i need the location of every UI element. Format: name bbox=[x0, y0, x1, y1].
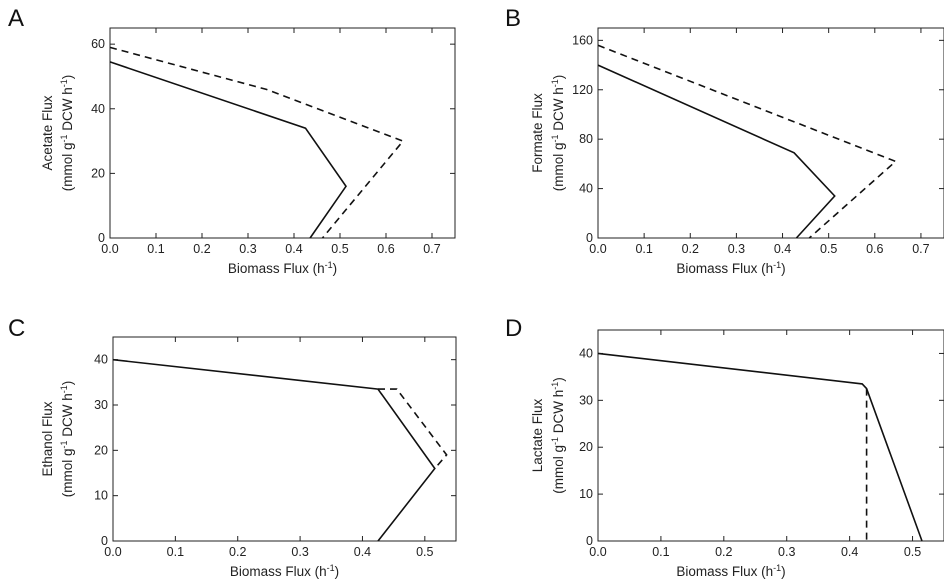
x-tick-label: 0.2 bbox=[682, 242, 699, 256]
plot-frame bbox=[112, 336, 457, 542]
y-tick-label: 0 bbox=[98, 231, 105, 245]
x-tick-label: 0.3 bbox=[291, 545, 308, 559]
x-tick-label: 0.2 bbox=[193, 242, 210, 256]
y-tick-label: 20 bbox=[94, 443, 108, 457]
y-tick-label: 40 bbox=[91, 102, 105, 116]
x-tick-label: 0.7 bbox=[423, 242, 440, 256]
y-tick-label: 40 bbox=[579, 346, 593, 360]
panel-c: C 0.0 0.1 0.2 0.3 0.4 0.5 0 10 20 30 40 Biomass Flux… bbox=[8, 315, 457, 579]
x-tick-label: 0.3 bbox=[778, 545, 795, 559]
x-tick-label: 0.5 bbox=[820, 242, 837, 256]
x-tick-label: 0.2 bbox=[715, 545, 732, 559]
x-tick-label: 0.1 bbox=[167, 545, 184, 559]
y-tick-label: 20 bbox=[91, 166, 105, 180]
plot-frame bbox=[597, 329, 944, 542]
x-tick-label: 0.1 bbox=[652, 545, 669, 559]
x-axis-title: Biomass Flux (h-1) bbox=[676, 260, 785, 276]
x-tick-label: 0.4 bbox=[354, 545, 371, 559]
x-tick-label: 0.0 bbox=[589, 545, 606, 559]
x-tick-label: 0.1 bbox=[147, 242, 164, 256]
x-tick-label: 0.3 bbox=[728, 242, 745, 256]
y-tick-label: 0 bbox=[586, 231, 593, 245]
series-line-dashed bbox=[109, 46, 405, 239]
x-tick-label: 0.0 bbox=[104, 545, 121, 559]
y-axis-units: (mmol g-1 DCW h-1) bbox=[59, 75, 75, 192]
panel-d: D 0.0 0.1 0.2 0.3 0.4 0.5 0 10 20 30 40 Biomass Flux… bbox=[505, 315, 944, 579]
plot-frame bbox=[109, 27, 456, 239]
x-tick-label: 0.3 bbox=[239, 242, 256, 256]
y-tick-label: 160 bbox=[572, 33, 593, 47]
y-tick-label: 120 bbox=[572, 83, 593, 97]
series-line-dashed bbox=[597, 44, 898, 239]
panel-a: A 0.0 0.1 0.2 0.3 0.4 0.5 0.6 0.7 0 20 40 60 Biomass … bbox=[8, 5, 456, 276]
y-tick-label: 0 bbox=[101, 534, 108, 548]
y-tick-label: 20 bbox=[579, 440, 593, 454]
y-axis-title: Acetate Flux bbox=[40, 95, 55, 170]
panel-letter: B bbox=[505, 5, 521, 32]
y-tick-label: 40 bbox=[94, 353, 108, 367]
y-tick-label: 10 bbox=[579, 487, 593, 501]
x-tick-label: 0.6 bbox=[866, 242, 883, 256]
y-tick-label: 0 bbox=[586, 534, 593, 548]
x-tick-label: 0.5 bbox=[331, 242, 348, 256]
x-tick-label: 0.5 bbox=[416, 545, 433, 559]
y-axis-title: Formate Flux bbox=[530, 93, 545, 173]
x-axis-title: Biomass Flux (h-1) bbox=[230, 563, 339, 579]
x-tick-label: 0.1 bbox=[635, 242, 652, 256]
x-axis-title: Biomass Flux (h-1) bbox=[676, 563, 785, 579]
x-tick-label: 0.2 bbox=[229, 545, 246, 559]
y-tick-label: 40 bbox=[579, 182, 593, 196]
x-tick-label: 0.5 bbox=[904, 545, 921, 559]
y-axis-units: (mmol g-1 DCW h-1) bbox=[59, 381, 75, 498]
x-tick-label: 0.4 bbox=[841, 545, 858, 559]
series-line-solid bbox=[112, 358, 436, 542]
x-tick-label: 0.0 bbox=[589, 242, 606, 256]
y-axis-title: Ethanol Flux bbox=[40, 401, 55, 476]
series-line-solid bbox=[109, 61, 347, 239]
series-line-solid bbox=[597, 352, 923, 542]
plot-frame bbox=[597, 27, 944, 239]
x-tick-label: 0.6 bbox=[377, 242, 394, 256]
panel-b: B 0.0 0.1 0.2 0.3 0.4 0.5 0.6 0.7 0 40 80 120 160 Biom… bbox=[505, 5, 944, 276]
y-tick-label: 30 bbox=[94, 398, 108, 412]
x-tick-label: 0.0 bbox=[101, 242, 118, 256]
y-axis-title: Lactate Flux bbox=[530, 398, 545, 472]
x-tick-label: 0.7 bbox=[912, 242, 929, 256]
panel-letter: D bbox=[505, 315, 522, 342]
y-axis-units: (mmol g-1 DCW h-1) bbox=[550, 75, 566, 192]
series-line-dashed bbox=[378, 388, 448, 470]
x-tick-label: 0.4 bbox=[285, 242, 302, 256]
x-tick-label: 0.4 bbox=[774, 242, 791, 256]
y-tick-label: 10 bbox=[94, 489, 108, 503]
series-line-solid bbox=[597, 64, 836, 239]
panel-letter: A bbox=[8, 5, 24, 32]
x-axis-title: Biomass Flux (h-1) bbox=[228, 260, 337, 276]
y-tick-label: 30 bbox=[579, 393, 593, 407]
y-tick-label: 60 bbox=[91, 37, 105, 51]
panel-letter: C bbox=[8, 315, 25, 342]
y-tick-label: 80 bbox=[579, 132, 593, 146]
y-axis-units: (mmol g-1 DCW h-1) bbox=[550, 377, 566, 494]
